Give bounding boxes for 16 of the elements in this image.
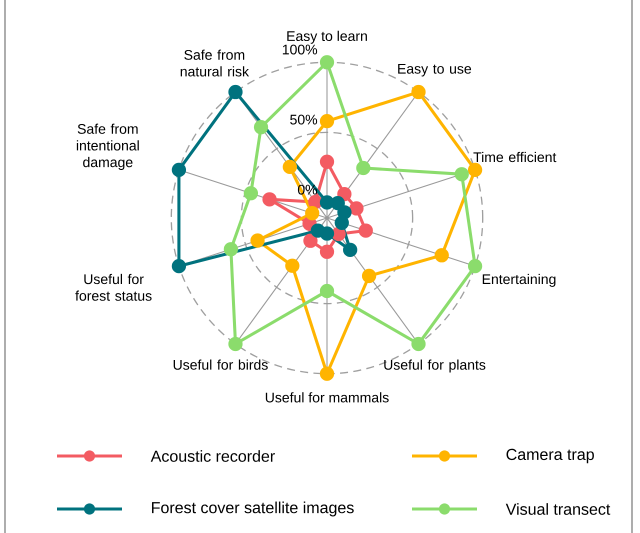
legend-label: Acoustic recorder	[150, 450, 275, 462]
spoke-label: Useful for mammals	[266, 392, 389, 402]
spoke-label: Safe from natural risk	[180, 50, 250, 77]
spoke-label: Entertaining	[482, 274, 556, 287]
spoke-label: Useful for plants	[384, 359, 486, 373]
spoke-label: Safe from intentional damage	[76, 124, 139, 170]
y-tick-label: 50%	[290, 114, 318, 125]
y-tick-label: 100%	[282, 44, 318, 54]
legend-label: Visual transect	[506, 503, 610, 515]
spoke-label: Useful for forest status	[75, 274, 152, 301]
spoke-label: Time efficient	[473, 152, 556, 162]
legend-label: Forest cover satellite images	[152, 502, 354, 516]
spoke-label: Easy to learn	[287, 30, 367, 44]
legend-label: Camera trap	[506, 448, 594, 464]
spoke-label: Useful for birds	[174, 359, 268, 370]
spoke-label: Easy to use	[398, 64, 472, 77]
